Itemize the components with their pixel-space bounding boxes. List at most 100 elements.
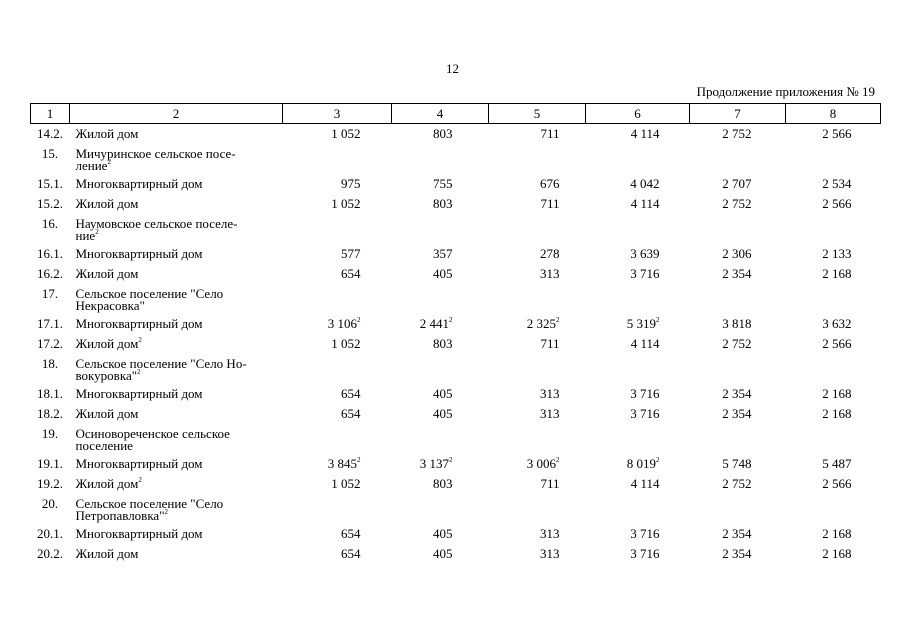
value-text: 803 [433,195,453,211]
value-cell: 2 534 [786,174,881,194]
row-name-text: Жилой дом [75,126,139,141]
table-row: 15.2. Жилой дом 1 052 803 711 4 114 2 752 2 566 [31,194,881,214]
value-text: 3 716 [630,385,660,401]
row-name-line: вокуровка" [75,367,138,383]
value-text: 2 752 [722,335,752,351]
row-number: 19.1. [37,455,63,471]
column-header: 4 [391,103,489,124]
row-number: 15.2. [37,195,63,211]
value-text: 577 [341,245,361,261]
value-cell [786,494,881,524]
row-name: Сельское поселение "Село Некрасовка" [70,284,283,314]
row-name: Сельское поселение "Село Петропавловка"2 [70,494,283,524]
row-number: 17. [41,285,59,301]
value-cell: 803 [392,474,489,494]
row-name: Многоквартирный дом [70,454,283,474]
value-text: 2 133 [822,245,852,261]
row-name-text: Многоквартирный дом [75,175,203,191]
row-number: 18. [41,355,59,371]
value-text: 1 052 [331,335,361,351]
value-text: 3 639 [630,245,660,261]
row-name-line: Петропавловка" [75,507,165,523]
value-cell [786,284,881,314]
value-cell: 3 716 [586,264,690,284]
row-name: Осиновореченское сельское поселение [70,424,283,454]
value-text: 4 114 [630,335,660,351]
value-cell: 405 [392,544,489,564]
footnote-mark: 2 [357,455,361,464]
footnote-mark: 2 [138,475,142,484]
value-cell [586,284,690,314]
value-cell [283,354,392,384]
value-cell [786,424,881,454]
value-cell: 3 716 [586,524,690,544]
value-cell: 2 566 [786,474,881,494]
row-name: Мичуринское сельское посе-ление2 [70,144,283,174]
value-text: 2 441 [419,315,449,331]
row-name-text: Жилой дом [75,335,139,351]
footnote-mark: 2 [656,455,660,464]
value-cell: 654 [283,544,392,564]
column-header: 7 [689,103,786,124]
footnote-mark: 2 [164,507,169,516]
table-header-row: 1 2 3 4 5 6 7 8 [30,103,881,124]
value-cell: 2 707 [690,174,786,194]
value-text: 2 752 [722,475,752,491]
value-cell [690,494,786,524]
value-cell: 654 [283,264,392,284]
value-cell: 1 052 [283,334,392,354]
value-cell [283,144,392,174]
value-cell: 2 752 [690,124,786,144]
row-name: Жилой дом2 [70,334,283,354]
value-cell: 2 354 [690,524,786,544]
value-text: 2 354 [722,265,752,281]
page-number: 12 [446,61,459,76]
value-cell: 803 [392,194,489,214]
value-text: 803 [433,126,453,141]
row-name-text: Многоквартирный дом [75,245,203,261]
value-cell: 405 [392,524,489,544]
value-text: 676 [540,175,560,191]
value-text: 803 [433,335,453,351]
value-text: 2 325 [526,315,556,331]
value-cell: 2 566 [786,194,881,214]
row-name: Жилой дом [70,124,283,144]
footnote-mark: 2 [95,227,99,236]
value-text: 3 818 [722,315,752,331]
value-text: 654 [341,525,361,541]
row-name-text: Жилой дом [75,405,139,421]
value-text: 3 137 [419,455,449,471]
row-number: 14.2. [37,126,63,141]
row-number: 15. [41,145,59,161]
value-text: 3 106 [327,315,357,331]
row-name-line: ние [75,227,96,243]
table-row: 19.1. Многоквартирный дом 3 8452 3 1372 3 00… [31,454,881,474]
row-name: Жилой дом [70,264,283,284]
value-text: 3 716 [630,405,660,421]
row-name-text: Многоквартирный дом [75,455,203,471]
value-cell [489,494,586,524]
value-text: 2 534 [822,175,852,191]
value-text: 4 114 [630,195,660,211]
value-text: 2 354 [722,545,752,561]
value-cell: 2 168 [786,544,881,564]
value-cell: 313 [489,384,586,404]
row-name-text: Жилой дом [75,475,139,491]
value-cell: 5 748 [690,454,786,474]
value-cell [392,424,489,454]
row-name-line: Сельское поселение "Село [75,285,224,301]
value-cell: 2 168 [786,384,881,404]
value-cell: 313 [489,524,586,544]
value-text: 975 [341,175,361,191]
value-text: 654 [341,405,361,421]
table-row: 15.1. Многоквартирный дом 975 755 676 4 042 2 … [31,174,881,194]
value-cell: 2 168 [786,524,881,544]
value-cell: 1 052 [283,124,392,144]
value-text: 4 042 [630,175,660,191]
value-text: 711 [540,195,560,211]
row-name-line: Сельское поселение "Село Но- [75,355,247,371]
column-header: 1 [30,103,70,124]
value-cell [489,214,586,244]
value-cell: 755 [392,174,489,194]
row-name: Многоквартирный дом [70,384,283,404]
